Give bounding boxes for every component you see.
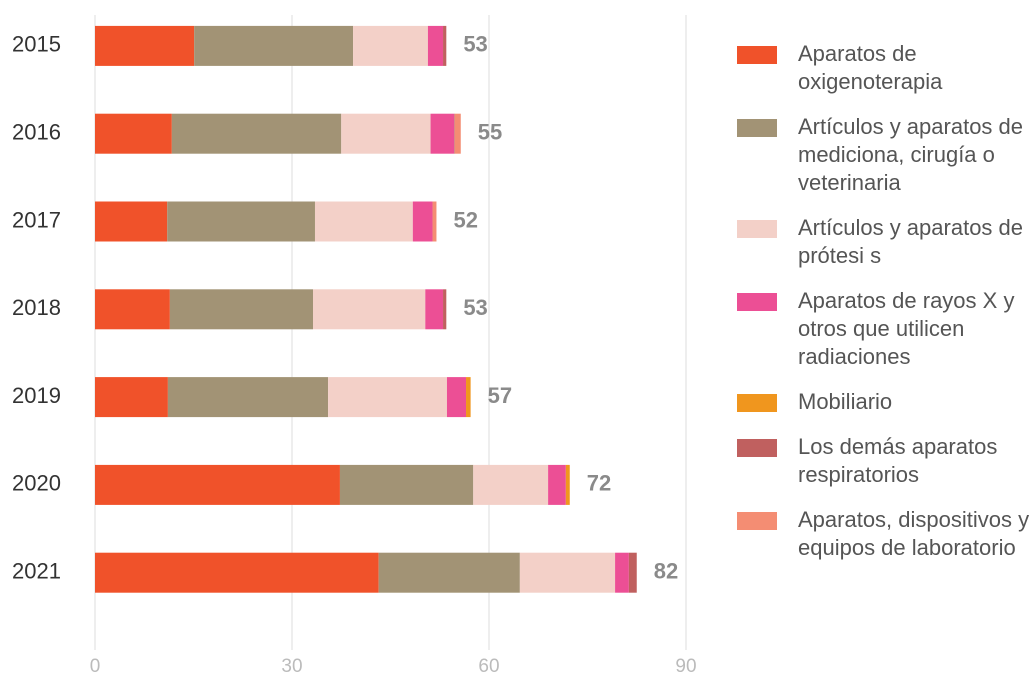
legend-label: Artículos y aparatos de mediciona, cirug… (798, 114, 1024, 195)
bar-segment (432, 201, 437, 242)
bar-segment (446, 377, 467, 418)
bar-segment (314, 201, 413, 242)
legend-swatch (737, 394, 777, 412)
legend-label: Aparatos de rayos X y otros que utilicen… (798, 288, 1015, 369)
bar-segment (339, 464, 474, 505)
legend-label: Los demás aparatos respiratorios (798, 434, 998, 487)
bar-segment (548, 464, 566, 505)
y-tick-label: 2018 (12, 295, 61, 320)
legend-label: Aparatos, dispositivos y equipos de labo… (798, 507, 1030, 560)
total-label: 57 (488, 383, 512, 408)
bar-segment (454, 113, 461, 154)
bar-segment (454, 113, 455, 154)
bar-segment (169, 289, 314, 330)
bar-segment (615, 552, 629, 593)
bar-segment (167, 201, 315, 242)
total-label: 53 (463, 295, 487, 320)
legend-label: Aparatos de oxigenoterapia (798, 41, 943, 94)
total-label: 55 (478, 120, 502, 145)
legend-item: Aparatos, dispositivos y equipos de labo… (737, 506, 1033, 562)
y-tick-label: 2016 (12, 120, 61, 145)
total-label: 82 (654, 559, 678, 584)
bar-segment (628, 552, 637, 593)
legend-item: Los demás aparatos respiratorios (737, 433, 1033, 489)
x-tick-label: 90 (675, 656, 696, 675)
bar-segment (95, 552, 379, 593)
legend-item: Artículos y aparatos de prótesi s (737, 214, 1033, 270)
bar-segment (430, 113, 455, 154)
bar-segment (425, 289, 444, 330)
total-label: 72 (587, 471, 611, 496)
bar-segment (565, 464, 570, 505)
bar-segment (95, 25, 195, 66)
bar-segment (313, 289, 426, 330)
bar-segment (353, 25, 428, 66)
legend-item: Mobiliario (737, 388, 1033, 416)
bar-segment (167, 377, 329, 418)
bar-segment (95, 464, 340, 505)
bar-segment (378, 552, 520, 593)
bar-segment (194, 25, 354, 66)
legend-label: Mobiliario (798, 389, 893, 414)
y-tick-label: 2017 (12, 207, 61, 232)
total-label: 53 (463, 32, 487, 57)
legend-item: Aparatos de rayos X y otros que utilicen… (737, 287, 1033, 371)
bar-segment (95, 377, 168, 418)
bar-segment (328, 377, 447, 418)
bar-segment (412, 201, 433, 242)
chart: 0 30 60 90 2015 53 2016 55 2017 52 2018 53 2019 57 202… (12, 15, 697, 675)
y-tick-label: 2019 (12, 383, 61, 408)
bar-segment (95, 201, 168, 242)
bar-segment (443, 289, 447, 330)
bar-segment (171, 113, 342, 154)
bar-segment (473, 464, 549, 505)
total-label: 52 (453, 207, 477, 232)
bar-segment (95, 113, 172, 154)
legend-swatch (737, 119, 777, 137)
y-tick-label: 2015 (12, 32, 61, 57)
bar-segment (466, 377, 471, 418)
legend-swatch (737, 220, 777, 238)
bar-segment (427, 25, 444, 66)
y-tick-label: 2021 (12, 559, 61, 584)
bar-segment (341, 113, 431, 154)
legend: Aparatos de oxigenoterapia Artículos y ap… (737, 40, 1033, 579)
legend-swatch (737, 46, 777, 64)
legend-item: Artículos y aparatos de mediciona, cirug… (737, 113, 1033, 197)
legend-label: Artículos y aparatos de prótesi s (798, 215, 1024, 268)
legend-swatch (737, 439, 777, 457)
legend-swatch (737, 293, 777, 311)
bar-segment (95, 289, 170, 330)
x-tick-label: 0 (90, 656, 101, 675)
y-tick-label: 2020 (12, 471, 61, 496)
x-tick-label: 30 (281, 656, 302, 675)
legend-item: Aparatos de oxigenoterapia (737, 40, 1033, 96)
bar-segment (519, 552, 616, 593)
x-tick-label: 60 (478, 656, 499, 675)
bar-segment (443, 25, 447, 66)
legend-swatch (737, 512, 777, 530)
